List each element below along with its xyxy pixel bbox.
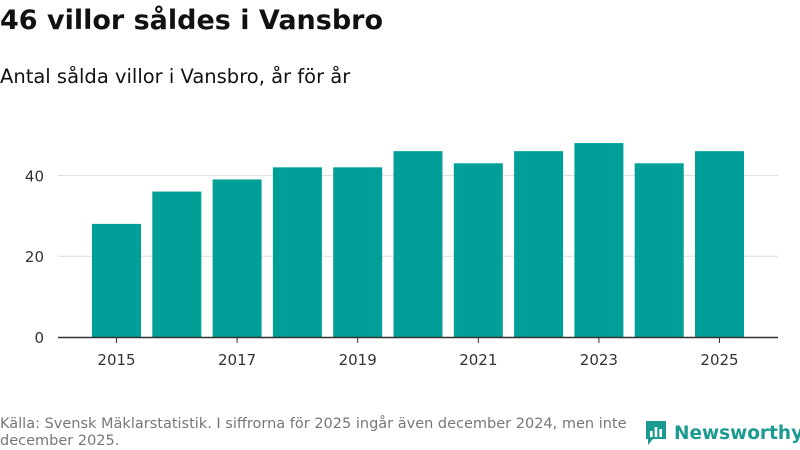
- x-tick-label: 2015: [97, 351, 135, 369]
- y-axis-ticks: 0 20 40: [25, 167, 44, 347]
- newsworthy-logo-icon: [646, 421, 666, 445]
- bar-2023: [574, 143, 624, 337]
- y-tick-label: 20: [25, 248, 44, 266]
- bar-2018: [272, 167, 322, 337]
- chart-subtitle: Antal sålda villor i Vansbro, år för år: [0, 65, 351, 88]
- x-tick-label: 2021: [459, 351, 497, 369]
- newsworthy-logo: Newsworthy: [644, 419, 800, 447]
- newsworthy-logo-text: Newsworthy: [674, 422, 800, 444]
- bar-2016: [152, 191, 202, 337]
- x-tick-label: 2019: [339, 351, 377, 369]
- bar-2017: [212, 179, 262, 337]
- y-tick-label: 40: [25, 167, 44, 185]
- bar-2024: [634, 163, 684, 337]
- bar-2022: [514, 151, 564, 337]
- source-note: Källa: Svensk Mäklarstatistik. I siffror…: [0, 416, 627, 449]
- x-tick-label: 2023: [580, 351, 618, 369]
- y-tick-label: 0: [34, 329, 44, 347]
- x-axis-ticks: 2015 2017 2019 2021 2023 2025: [97, 337, 739, 369]
- x-tick-label: 2025: [700, 351, 738, 369]
- bar-2020: [393, 151, 443, 337]
- chart-title: 46 villor såldes i Vansbro: [0, 5, 384, 36]
- bar-2015: [92, 223, 141, 337]
- bar-2025: [695, 151, 744, 337]
- bar-2021: [453, 163, 503, 337]
- x-tick-label: 2017: [218, 351, 256, 369]
- bar-2019: [333, 167, 383, 337]
- bars: [92, 143, 744, 337]
